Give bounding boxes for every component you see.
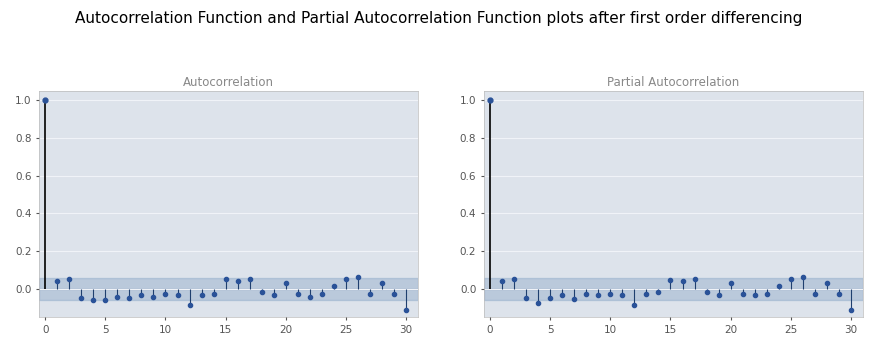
Bar xyxy=(483,278,862,300)
Bar xyxy=(39,278,417,300)
Text: Autocorrelation Function and Partial Autocorrelation Function plots after first : Autocorrelation Function and Partial Aut… xyxy=(75,10,802,26)
Title: Autocorrelation: Autocorrelation xyxy=(183,77,274,90)
Title: Partial Autocorrelation: Partial Autocorrelation xyxy=(607,77,738,90)
